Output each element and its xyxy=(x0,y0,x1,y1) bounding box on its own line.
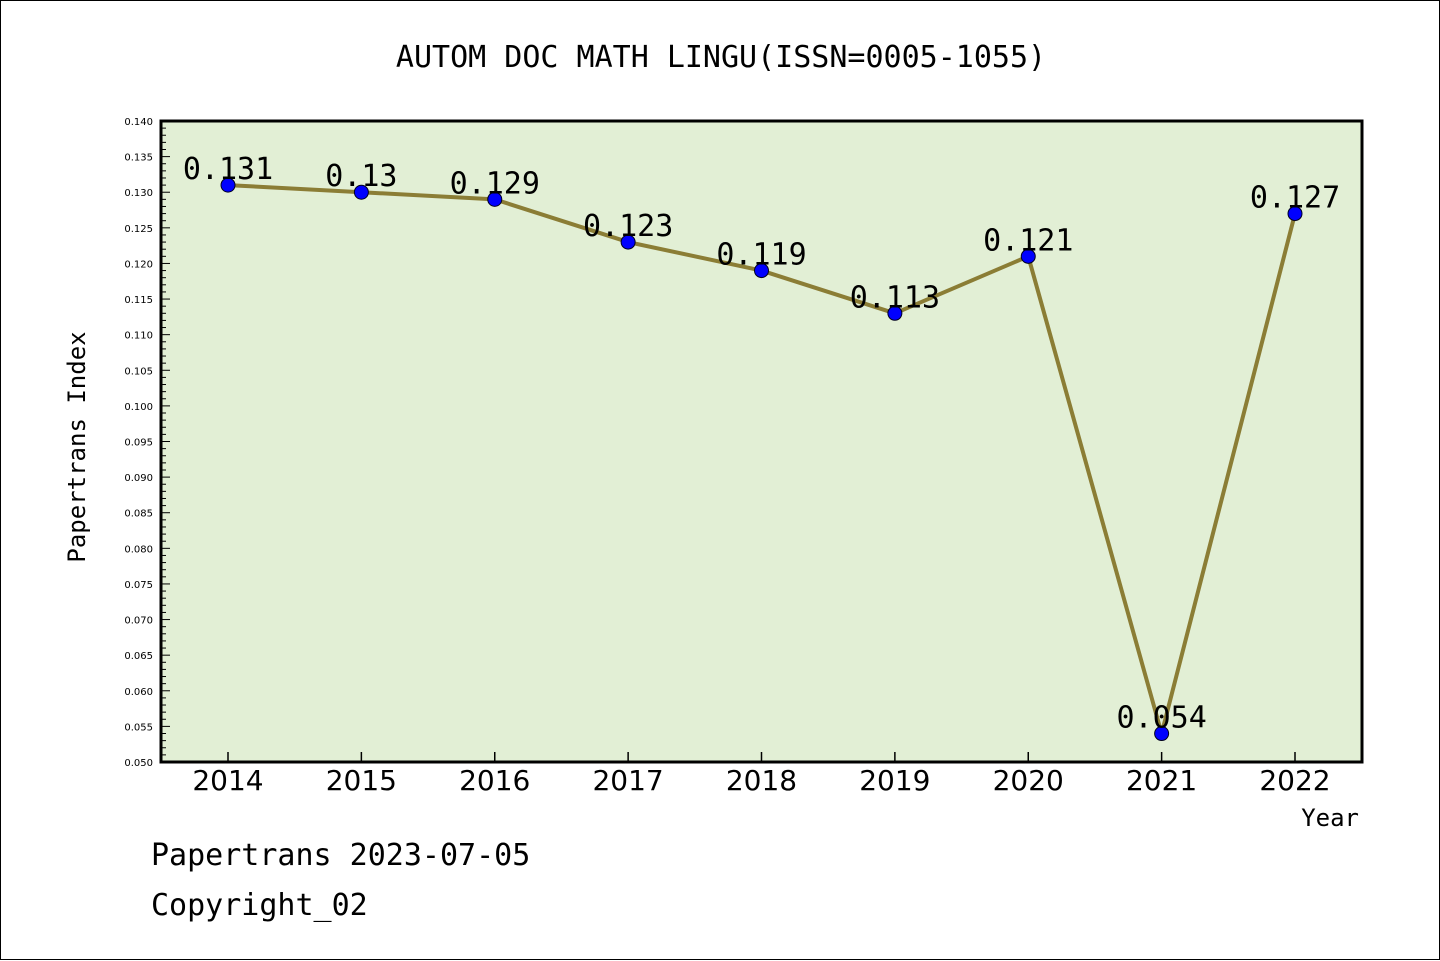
chart-title: AUTOM DOC MATH LINGU(ISSN=0005-1055) xyxy=(396,40,1046,75)
x-tick-label: 2021 xyxy=(1126,764,1197,797)
data-label: 0.13 xyxy=(325,159,397,194)
data-label: 0.054 xyxy=(1116,701,1206,736)
y-tick-label: 0.065 xyxy=(124,651,153,662)
y-tick-label: 0.130 xyxy=(124,188,153,199)
x-tick-label: 2017 xyxy=(592,764,663,797)
data-label: 0.127 xyxy=(1250,181,1340,216)
x-tick-label: 2020 xyxy=(993,764,1064,797)
x-axis-label: Year xyxy=(1301,804,1359,832)
y-tick-label: 0.125 xyxy=(124,224,153,235)
data-label: 0.119 xyxy=(716,238,806,273)
data-point-marker xyxy=(353,184,369,200)
data-point-marker xyxy=(220,177,236,193)
y-axis-label: Papertrans Index xyxy=(63,331,91,562)
y-tick-label: 0.100 xyxy=(124,402,153,413)
data-point-marker xyxy=(487,191,503,207)
data-point-marker xyxy=(1020,248,1036,264)
x-tick-label: 2014 xyxy=(192,764,263,797)
y-tick-label: 0.110 xyxy=(124,331,153,342)
y-tick-label: 0.090 xyxy=(124,473,153,484)
data-point-marker xyxy=(754,263,769,279)
y-tick-label: 0.070 xyxy=(124,616,153,627)
footer-date: Papertrans 2023-07-05 xyxy=(151,838,530,873)
series-group: 0.131 0.13 0.129 0.123 0.119 0.113 0.121 0.054 0… xyxy=(183,152,1340,742)
y-tick-label: 0.135 xyxy=(124,153,153,164)
y-tick-label: 0.120 xyxy=(124,259,153,270)
y-tick-label: 0.095 xyxy=(124,438,153,449)
x-tick-label: 2018 xyxy=(726,764,797,797)
y-tick-label: 0.085 xyxy=(124,509,153,520)
data-point-marker xyxy=(1287,206,1303,222)
data-point-marker xyxy=(620,234,636,250)
y-tick-label: 0.060 xyxy=(124,687,153,698)
y-axis: 0.050 0.055 0.060 0.065 0.070 0.075 0.080 0.085… xyxy=(124,117,170,769)
data-label: 0.129 xyxy=(450,166,540,201)
y-tick-label: 0.055 xyxy=(124,722,153,733)
x-tick-label: 2022 xyxy=(1259,764,1330,797)
x-axis: 2014 2015 2016 2017 2018 2019 2020 2021 2022 xyxy=(192,752,1331,797)
data-point-marker xyxy=(1154,726,1170,742)
x-tick-label: 2016 xyxy=(459,764,530,797)
y-tick-label: 0.105 xyxy=(124,366,153,377)
y-tick-label: 0.080 xyxy=(124,544,153,555)
data-point-marker xyxy=(887,305,903,321)
x-tick-label: 2015 xyxy=(326,764,397,797)
y-tick-label: 0.075 xyxy=(124,580,153,591)
data-label: 0.123 xyxy=(583,209,673,244)
x-tick-label: 2019 xyxy=(859,764,930,797)
data-label: 0.121 xyxy=(983,223,1073,258)
data-label: 0.113 xyxy=(850,280,940,315)
plot-area xyxy=(159,119,1364,764)
footer-copyright: Copyright_02 xyxy=(151,888,368,923)
y-tick-label: 0.050 xyxy=(124,758,153,769)
data-label: 0.131 xyxy=(183,152,273,187)
y-tick-label: 0.115 xyxy=(124,295,153,306)
y-tick-label: 0.140 xyxy=(124,117,153,128)
